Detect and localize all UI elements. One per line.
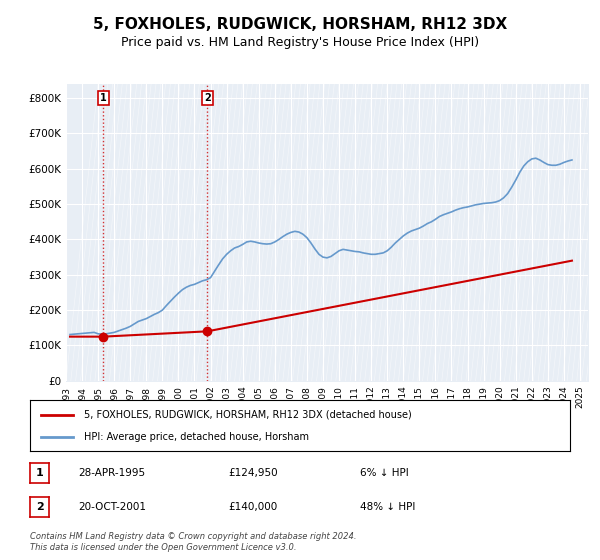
Text: 20-OCT-2001: 20-OCT-2001 xyxy=(78,502,146,512)
Text: 2: 2 xyxy=(204,93,211,103)
Text: Contains HM Land Registry data © Crown copyright and database right 2024.
This d: Contains HM Land Registry data © Crown c… xyxy=(30,532,356,552)
Text: £124,950: £124,950 xyxy=(228,468,278,478)
Text: 1: 1 xyxy=(100,93,107,103)
Text: HPI: Average price, detached house, Horsham: HPI: Average price, detached house, Hors… xyxy=(84,432,309,442)
Text: £140,000: £140,000 xyxy=(228,502,277,512)
Text: Price paid vs. HM Land Registry's House Price Index (HPI): Price paid vs. HM Land Registry's House … xyxy=(121,36,479,49)
Text: 48% ↓ HPI: 48% ↓ HPI xyxy=(360,502,415,512)
Text: 6% ↓ HPI: 6% ↓ HPI xyxy=(360,468,409,478)
Text: 5, FOXHOLES, RUDGWICK, HORSHAM, RH12 3DX (detached house): 5, FOXHOLES, RUDGWICK, HORSHAM, RH12 3DX… xyxy=(84,409,412,419)
Text: 2: 2 xyxy=(36,502,43,512)
Text: 5, FOXHOLES, RUDGWICK, HORSHAM, RH12 3DX: 5, FOXHOLES, RUDGWICK, HORSHAM, RH12 3DX xyxy=(93,17,507,32)
Text: 28-APR-1995: 28-APR-1995 xyxy=(78,468,145,478)
Text: 1: 1 xyxy=(36,468,43,478)
